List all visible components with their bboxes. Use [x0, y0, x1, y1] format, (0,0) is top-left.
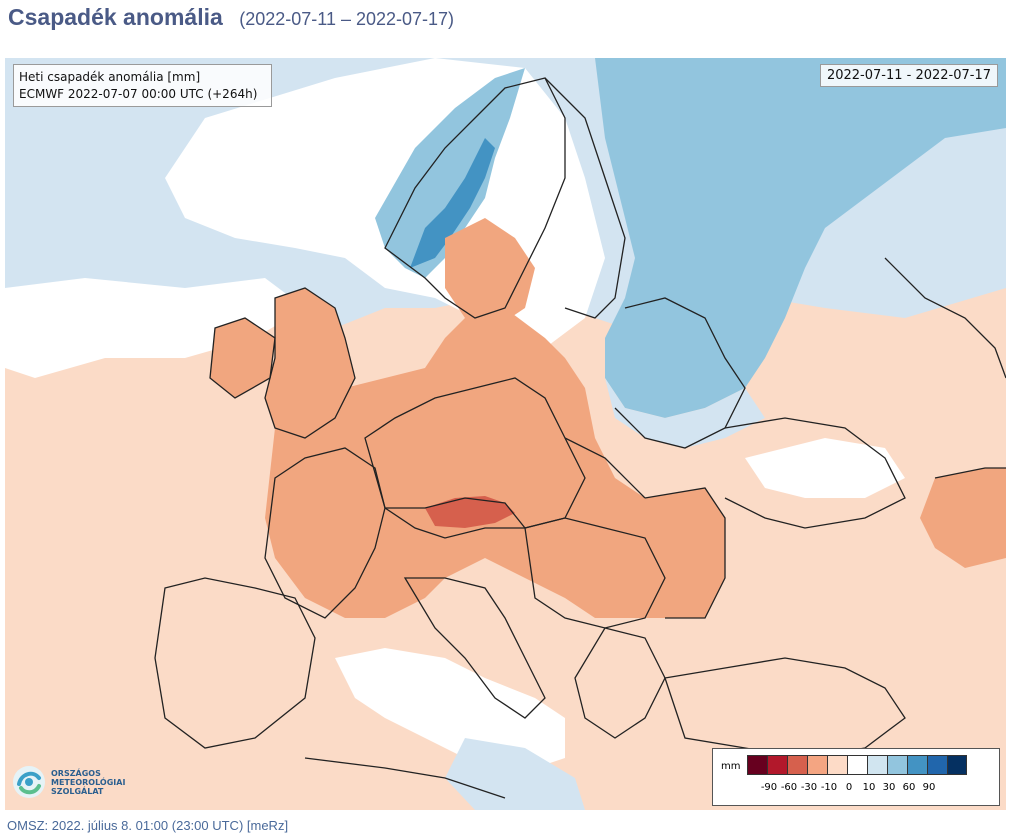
- region-orange-ireland: [210, 318, 275, 398]
- border-france: [264, 447, 386, 619]
- border-ireland: [209, 317, 276, 399]
- map-canvas: [5, 58, 1006, 810]
- border-ukraine: [724, 417, 906, 529]
- region-red-alps: [425, 496, 515, 528]
- page-title: Csapadék anomália (2022-07-11 – 2022-07-…: [8, 4, 454, 38]
- legend-swatch: [847, 755, 867, 775]
- legend-swatch: [867, 755, 887, 775]
- border-russia-east: [884, 257, 1006, 379]
- colorbar-legend: mm -90 -60 -30 -10 0 10 30 60 90: [712, 748, 1000, 806]
- border-iberia: [154, 577, 316, 749]
- omsz-logo-text: ORSZÁGOS METEOROLÓGIAI SZOLGÁLAT: [51, 769, 125, 796]
- region-blue-east: [595, 58, 1006, 418]
- region-white-ukraine: [745, 438, 905, 498]
- map-info-box: Heti csapadék anomália [mm] ECMWF 2022-0…: [13, 64, 272, 107]
- legend-swatch: [807, 755, 827, 775]
- region-orange-sweden: [445, 218, 535, 328]
- legend-tick-label: 10: [862, 782, 876, 793]
- region-white-atlantic: [5, 278, 305, 378]
- logo-line-1: ORSZÁGOS: [51, 768, 101, 778]
- legend-swatch: [767, 755, 787, 775]
- legend-tick-label: -60: [780, 782, 798, 793]
- legend-swatch: [887, 755, 907, 775]
- border-romania: [644, 487, 726, 619]
- border-belarus: [614, 297, 746, 449]
- border-greece-region: [574, 627, 666, 739]
- border-north-africa: [304, 757, 506, 799]
- legend-tick-label: 60: [902, 782, 916, 793]
- region-orange-central: [265, 308, 725, 618]
- border-balkans-north: [524, 517, 666, 629]
- legend-tick-label: 90: [922, 782, 936, 793]
- info-variable: Heti csapadék anomália [mm]: [19, 70, 201, 84]
- border-poland-east: [564, 437, 646, 499]
- anomaly-map: Heti csapadék anomália [mm] ECMWF 2022-0…: [5, 58, 1006, 810]
- info-model-run: ECMWF 2022-07-07 00:00 UTC (+264h): [19, 87, 258, 101]
- legend-tick-label: 0: [845, 782, 853, 793]
- legend-swatch: [927, 755, 947, 775]
- map-period-label: 2022-07-11 - 2022-07-17: [826, 68, 991, 83]
- logo-line-3: SZOLGÁLAT: [51, 786, 104, 796]
- legend-swatch: [907, 755, 927, 775]
- omsz-logo: ORSZÁGOS METEOROLÓGIAI SZOLGÁLAT: [11, 760, 131, 804]
- legend-ticks: -90 -60 -30 -10 0 10 30 60 90: [747, 782, 1007, 796]
- region-blue-norway: [375, 68, 525, 278]
- legend-swatch: [747, 755, 767, 775]
- region-lightblue-south: [445, 738, 585, 810]
- border-turkey: [664, 657, 906, 759]
- logo-line-2: METEOROLÓGIAI: [51, 777, 126, 787]
- legend-tick-label: -90: [760, 782, 778, 793]
- country-borders: [154, 77, 1006, 799]
- region-lightblue-baltic: [605, 378, 765, 448]
- legend-tick-label: 30: [882, 782, 896, 793]
- border-finland: [544, 77, 626, 319]
- region-darkblue-norway: [410, 138, 495, 268]
- legend-tick-label: -10: [820, 782, 838, 793]
- border-germany-region: [364, 377, 586, 539]
- map-period-box: 2022-07-11 - 2022-07-17: [819, 64, 998, 87]
- legend-swatches: [747, 755, 967, 775]
- legend-swatch: [787, 755, 807, 775]
- border-alps: [385, 497, 526, 529]
- title-main: Csapadék anomália: [8, 4, 223, 30]
- region-orange-east: [920, 468, 1006, 568]
- border-scandinavia: [384, 77, 566, 319]
- legend-tick-label: -30: [800, 782, 818, 793]
- border-caucasus: [934, 467, 1006, 479]
- footer-note: OMSZ: 2022. július 8. 01:00 (23:00 UTC) …: [7, 818, 289, 833]
- title-date-range: (2022-07-11 – 2022-07-17): [239, 9, 455, 29]
- border-italy: [403, 577, 546, 719]
- omsz-logo-icon: [13, 766, 45, 798]
- border-great-britain: [264, 287, 356, 439]
- legend-swatch: [947, 755, 967, 775]
- legend-unit: mm: [721, 761, 741, 772]
- legend-swatch: [827, 755, 847, 775]
- region-orange-uk: [265, 288, 355, 438]
